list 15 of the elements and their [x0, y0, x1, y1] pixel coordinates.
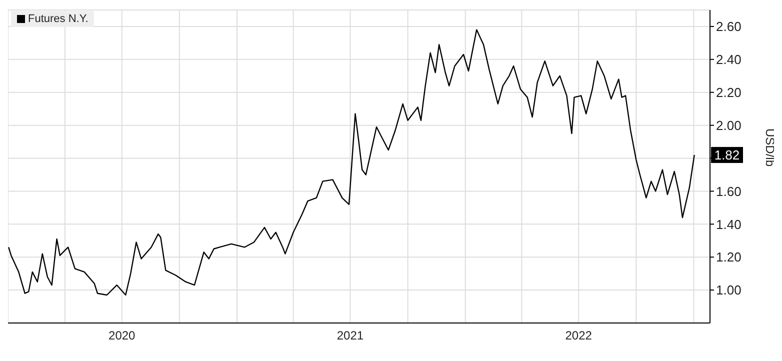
x-tick-label: 2021 [336, 328, 364, 343]
legend-label: Futures N.Y. [27, 12, 88, 26]
y-tick-label: 2.40 [716, 52, 742, 68]
y-tick-label: 1.40 [716, 216, 742, 232]
x-tick-label: 2022 [565, 328, 592, 343]
y-tick-label: 1.60 [716, 184, 742, 199]
y-tick-label: 2.20 [716, 84, 742, 100]
x-tick-label: 2020 [108, 328, 136, 343]
y-tick-label: 1.00 [716, 282, 742, 298]
y-tick-label: 2.00 [716, 118, 742, 133]
y-axis-title: USD/lb [762, 128, 777, 167]
annotation: 1.82 [714, 147, 740, 162]
y-tick-label: 2.60 [716, 19, 742, 34]
y-tick-label: 1.20 [716, 250, 742, 265]
line-series [8, 29, 695, 296]
